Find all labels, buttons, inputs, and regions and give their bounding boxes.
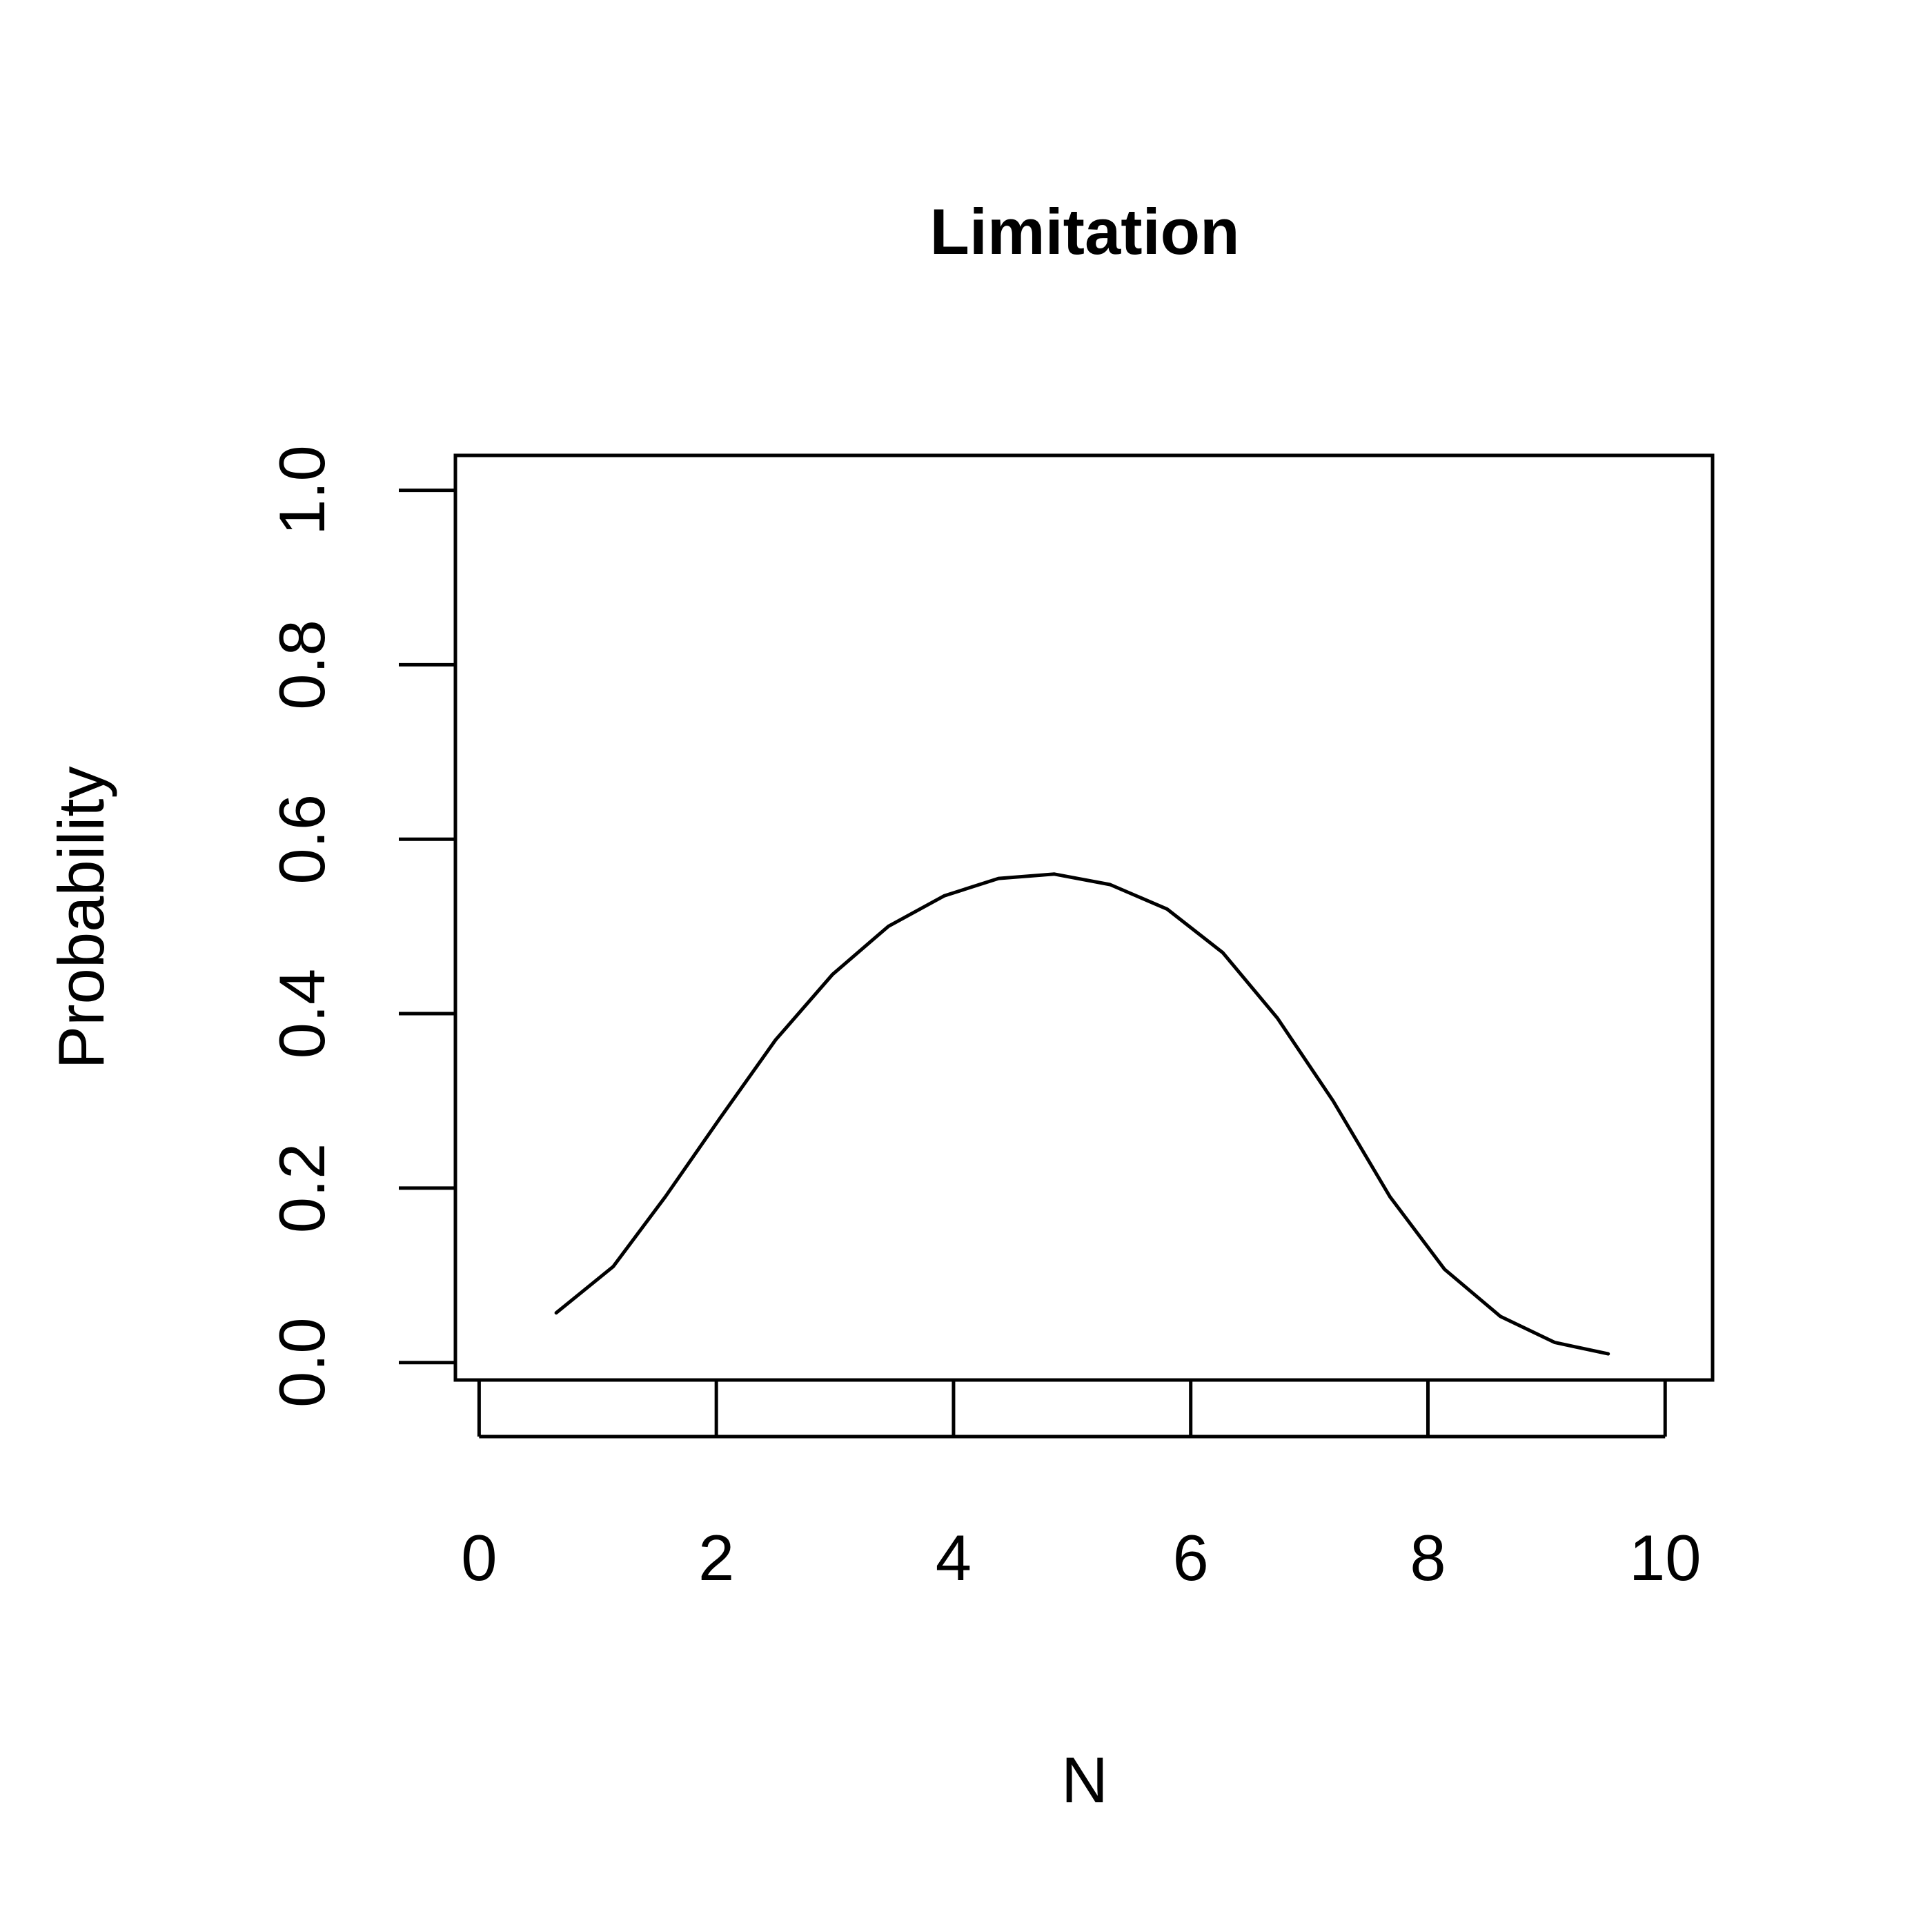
y-tick-label: 0.2 [266,1143,338,1234]
x-tick-label: 10 [1629,1521,1702,1594]
y-tick-label: 0.6 [266,794,338,885]
x-tick-label: 2 [698,1521,734,1594]
series-layer [554,872,1610,1356]
x-tick-label: 0 [461,1521,497,1594]
x-axis: 0 2 4 6 8 10 [461,1380,1702,1594]
x-tick-label: 8 [1410,1521,1446,1594]
x-tick-label: 6 [1173,1521,1209,1594]
y-tick-label: 0.8 [266,620,338,710]
chart-title: Limitation [929,195,1239,268]
series-line [554,872,1610,1356]
y-tick-label: 1.0 [266,445,338,535]
plot-frame [453,453,1715,1382]
y-tick-label: 0.4 [266,969,338,1059]
x-axis-label: N [1061,1744,1108,1816]
y-axis-label: Probability [45,767,117,1070]
x-tick-label: 4 [936,1521,972,1594]
y-axis: 0.0 0.2 0.4 0.6 0.8 1.0 [266,445,455,1408]
y-tick-label: 0.0 [266,1317,338,1408]
